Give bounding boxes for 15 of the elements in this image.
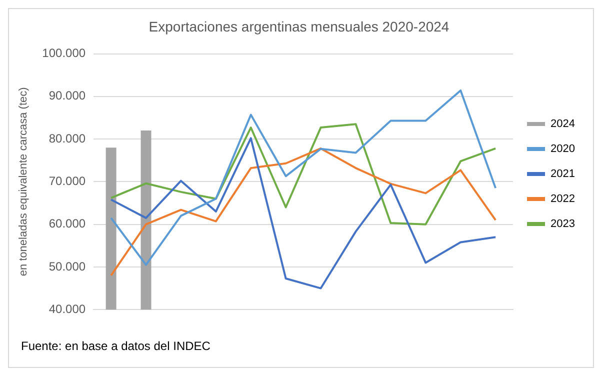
y-tick-label: 70.000 — [48, 174, 86, 188]
legend-label: 2022 — [550, 193, 576, 206]
legend-label: 2024 — [550, 118, 576, 130]
y-tick-label: 50.000 — [48, 259, 86, 274]
y-tick-label: 90.000 — [48, 88, 86, 103]
y-axis-title: en toneladas equivalente carcasa (tec) — [18, 87, 30, 276]
legend-label: 2023 — [550, 218, 576, 230]
y-tick-label: 80.000 — [48, 131, 86, 146]
source-note: Fuente: en base a datos del INDEC — [20, 339, 212, 353]
y-tick-label: 60.000 — [48, 216, 86, 231]
y-tick-label: 40.000 — [48, 302, 86, 316]
legend-label: 2020 — [550, 143, 576, 156]
y-tick-label: 100.000 — [42, 46, 86, 60]
legend-label: 2021 — [550, 168, 576, 180]
chart-title: Exportaciones argentinas mensuales 2020-2024 — [148, 18, 450, 34]
